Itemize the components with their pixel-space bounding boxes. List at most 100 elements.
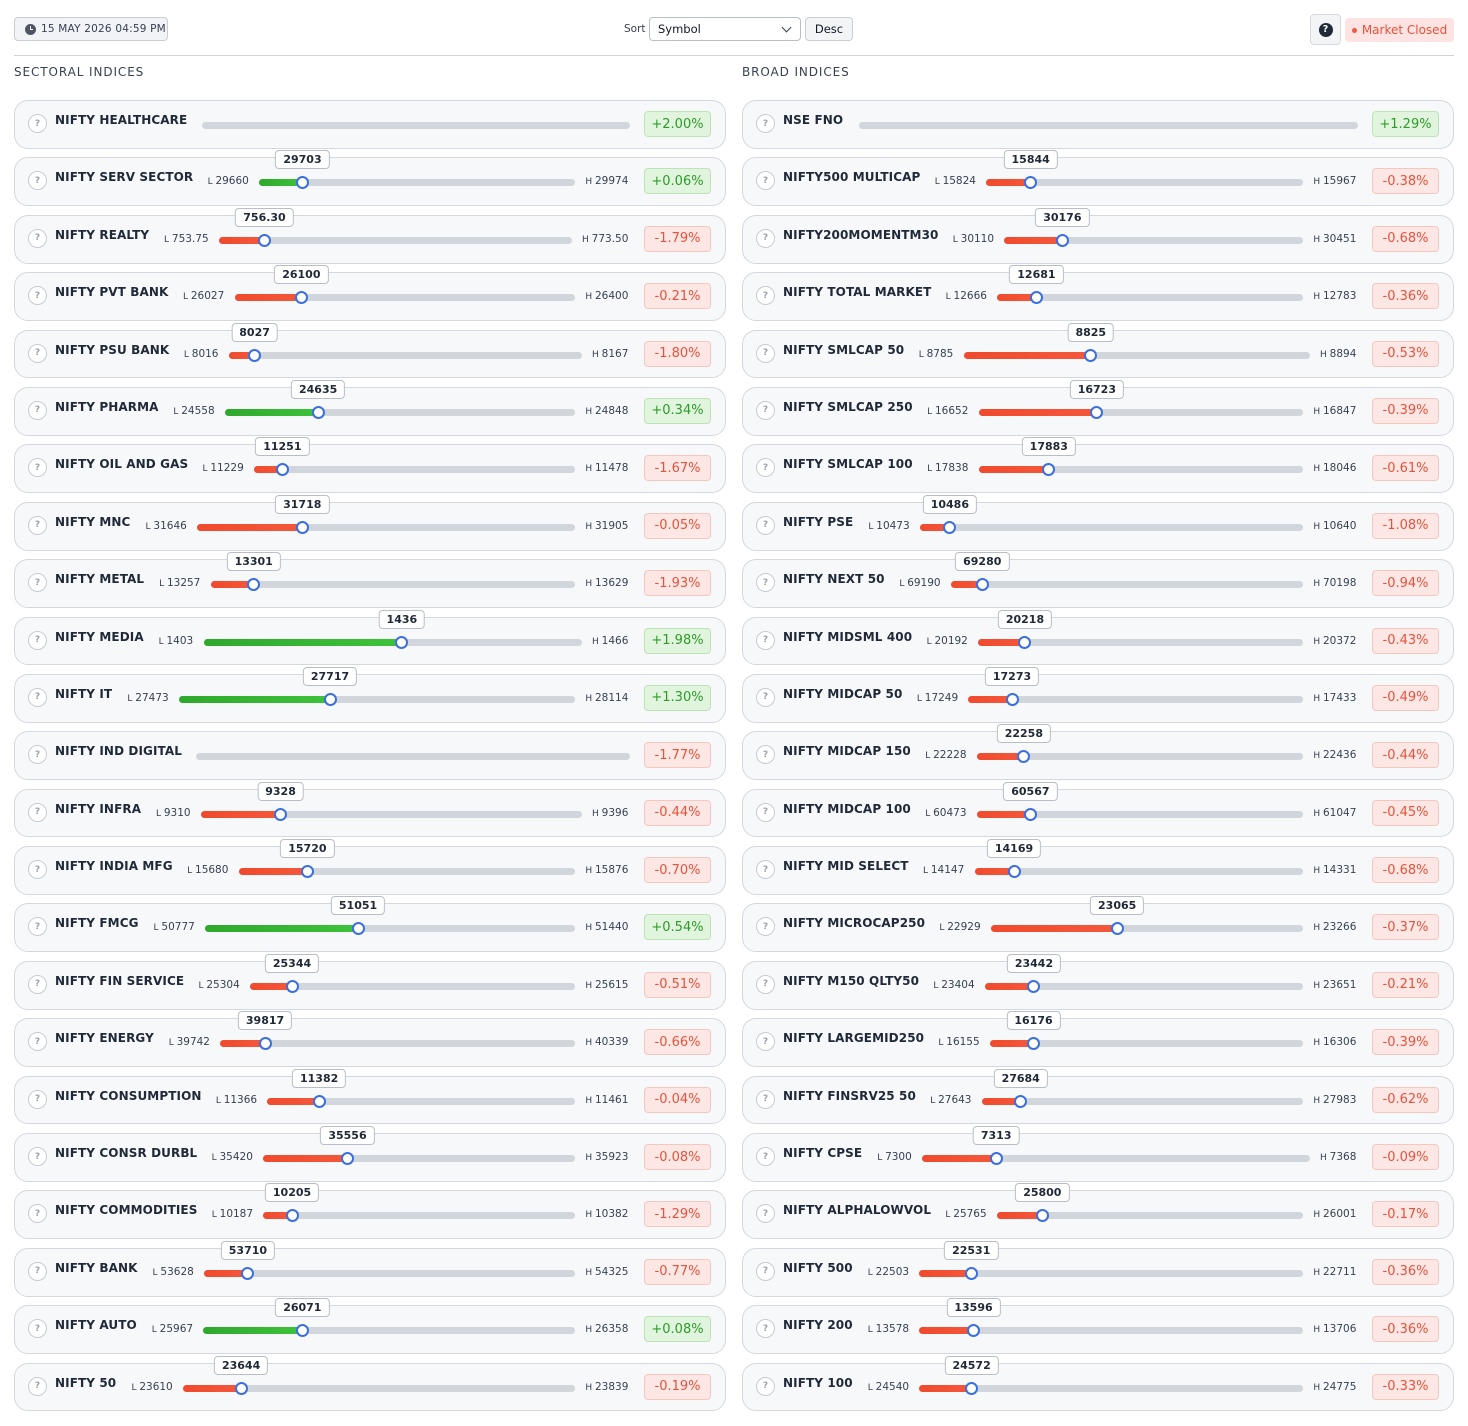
index-row[interactable]: ? NIFTY IT L 27473 H 28114 27717 +1.30% — [14, 666, 726, 723]
question-circle-icon[interactable]: ? — [28, 171, 47, 191]
index-row[interactable]: ? NIFTY 200 L 13578 H 13706 13596 -0.36% — [742, 1298, 1454, 1354]
index-row[interactable]: ? NIFTY REALTY L 753.75 H 773.50 756.30 -1.79… — [14, 207, 726, 264]
question-circle-icon[interactable]: ? — [28, 458, 47, 478]
question-circle-icon[interactable]: ? — [756, 802, 775, 822]
index-row[interactable]: ? NIFTY AUTO L 25967 H 26358 26071 +0.08% — [14, 1298, 726, 1354]
index-row[interactable]: ? NIFTY SMLCAP 50 L 8785 H 8894 8825 -0.53% — [742, 322, 1454, 379]
index-row[interactable]: ? NIFTY500 MULTICAP L 15824 H 15967 15844 -0.… — [742, 150, 1454, 207]
question-circle-icon[interactable]: ? — [756, 1204, 775, 1224]
index-row[interactable]: ? NIFTY CONSR DURBL L 35420 H 35923 35556 -0.… — [14, 1126, 726, 1182]
index-row[interactable]: ? NIFTY CPSE L 7300 H 7368 7313 -0.09% — [742, 1126, 1454, 1182]
index-row[interactable]: ? NIFTY ALPHALOWVOL L 25765 H 26001 25800 -0.… — [742, 1183, 1454, 1240]
index-row[interactable]: ? NIFTY PSU BANK L 8016 H 8167 8027 -1.80% — [14, 322, 726, 379]
index-row[interactable]: ? NIFTY MNC L 31646 H 31905 31718 -0.05% — [14, 494, 726, 551]
question-circle-icon[interactable]: ? — [756, 171, 775, 191]
index-row[interactable]: ? NIFTY 50 L 23610 H 23839 23644 -0.19% — [14, 1355, 726, 1412]
index-row[interactable]: ? NIFTY FMCG L 50777 H 51440 51051 +0.54% — [14, 896, 726, 953]
question-circle-icon[interactable]: ? — [28, 1261, 47, 1281]
question-circle-icon[interactable]: ? — [28, 745, 47, 765]
question-circle-icon[interactable]: ? — [756, 1032, 775, 1052]
index-row[interactable]: ? NIFTY LARGEMID250 L 16155 H 16306 16176 -0.… — [742, 1011, 1454, 1068]
question-circle-icon[interactable]: ? — [28, 860, 47, 880]
index-row[interactable]: ? NIFTY SERV SECTOR L 29660 H 29974 29703 +0.… — [14, 150, 726, 207]
question-circle-icon[interactable]: ? — [28, 1032, 47, 1052]
index-row[interactable]: ? NIFTY 500 L 22503 H 22711 22531 -0.36% — [742, 1240, 1454, 1297]
question-circle-icon[interactable]: ? — [756, 228, 775, 248]
question-circle-icon[interactable]: ? — [756, 1089, 775, 1109]
index-row[interactable]: ? NIFTY MICROCAP250 L 22929 H 23266 23065 -0.… — [742, 896, 1454, 953]
index-row[interactable]: ? NIFTY PHARMA L 24558 H 24848 24635 +0.34% — [14, 379, 726, 436]
question-circle-icon[interactable]: ? — [756, 630, 775, 650]
question-circle-icon[interactable]: ? — [756, 573, 775, 593]
index-row[interactable]: ? NIFTY 100 L 24540 H 24775 24572 -0.33% — [742, 1355, 1454, 1412]
index-row[interactable]: ? NIFTY M150 QLTY50 L 23404 H 23651 23442 -0.… — [742, 953, 1454, 1010]
question-circle-icon[interactable]: ? — [756, 917, 775, 937]
index-row[interactable]: ? NIFTY200MOMENTM30 L 30110 H 30451 30176 -0.… — [742, 207, 1454, 264]
question-circle-icon[interactable]: ? — [28, 917, 47, 937]
question-circle-icon[interactable]: ? — [28, 114, 47, 133]
question-circle-icon[interactable]: ? — [756, 860, 775, 880]
question-circle-icon[interactable]: ? — [28, 515, 47, 535]
index-row[interactable]: ? NIFTY IND DIGITAL -1.77% — [14, 731, 726, 781]
question-circle-icon[interactable]: ? — [28, 1376, 47, 1396]
question-circle-icon[interactable]: ? — [756, 687, 775, 707]
index-row[interactable]: ? NIFTY INFRA L 9310 H 9396 9328 -0.44% — [14, 781, 726, 838]
index-row[interactable]: ? NSE FNO +1.29% — [742, 100, 1454, 149]
index-row[interactable]: ? NIFTY OIL AND GAS L 11229 H 11478 11251 -1.… — [14, 437, 726, 494]
question-circle-icon[interactable]: ? — [756, 515, 775, 535]
question-circle-icon[interactable]: ? — [28, 974, 47, 994]
question-circle-icon[interactable]: ? — [28, 1204, 47, 1224]
index-row[interactable]: ? NIFTY HEALTHCARE +2.00% — [14, 100, 726, 149]
index-row[interactable]: ? NIFTY PSE L 10473 H 10640 10486 -1.08% — [742, 494, 1454, 551]
index-row[interactable]: ? NIFTY MIDCAP 100 L 60473 H 61047 60567 -0.4… — [742, 781, 1454, 838]
index-row[interactable]: ? NIFTY SMLCAP 100 L 17838 H 18046 17883 -0.6… — [742, 437, 1454, 494]
day-high-value: 29974 — [595, 175, 629, 188]
index-row[interactable]: ? NIFTY NEXT 50 L 69190 H 70198 69280 -0.94% — [742, 552, 1454, 608]
index-row[interactable]: ? NIFTY BANK L 53628 H 54325 53710 -0.77% — [14, 1240, 726, 1297]
question-circle-icon[interactable]: ? — [28, 286, 47, 306]
question-circle-icon[interactable]: ? — [28, 687, 47, 707]
index-row[interactable]: ? NIFTY FINSRV25 50 L 27643 H 27983 27684 -0.… — [742, 1068, 1454, 1125]
index-row[interactable]: ? NIFTY INDIA MFG L 15680 H 15876 15720 -0.70… — [14, 839, 726, 895]
question-circle-icon[interactable]: ? — [756, 745, 775, 765]
question-circle-icon[interactable]: ? — [28, 343, 47, 363]
question-circle-icon[interactable]: ? — [28, 630, 47, 650]
index-row[interactable]: ? NIFTY MIDCAP 50 L 17249 H 17433 17273 -0.49… — [742, 666, 1454, 723]
question-circle-icon[interactable]: ? — [756, 1319, 775, 1339]
question-circle-icon[interactable]: ? — [28, 802, 47, 822]
question-circle-icon[interactable]: ? — [756, 343, 775, 363]
help-button[interactable]: ? — [1310, 14, 1341, 45]
change-badge: -0.05% — [644, 512, 711, 539]
question-circle-icon[interactable]: ? — [28, 400, 47, 420]
question-circle-icon[interactable]: ? — [28, 1089, 47, 1109]
day-high-label: H 12783 — [1313, 290, 1357, 303]
index-row[interactable]: ? NIFTY CONSUMPTION L 11366 H 11461 11382 -0.… — [14, 1068, 726, 1125]
question-circle-icon[interactable]: ? — [28, 1147, 47, 1167]
index-row[interactable]: ? NIFTY METAL L 13257 H 13629 13301 -1.93% — [14, 552, 726, 608]
sort-order-button[interactable]: Desc — [805, 17, 853, 41]
question-circle-icon[interactable]: ? — [756, 974, 775, 994]
index-row[interactable]: ? NIFTY FIN SERVICE L 25304 H 25615 25344 -0.… — [14, 953, 726, 1010]
question-circle-icon[interactable]: ? — [28, 1319, 47, 1339]
index-row[interactable]: ? NIFTY MEDIA L 1403 H 1466 1436 +1.98% — [14, 609, 726, 666]
question-circle-icon[interactable]: ? — [28, 573, 47, 593]
index-row[interactable]: ? NIFTY ENERGY L 39742 H 40339 39817 -0.66% — [14, 1011, 726, 1068]
index-row[interactable]: ? NIFTY MIDCAP 150 L 22228 H 22436 22258 -0.4… — [742, 724, 1454, 781]
index-row[interactable]: ? NIFTY MID SELECT L 14147 H 14331 14169 -0.6… — [742, 839, 1454, 895]
day-high-label: H 16306 — [1313, 1036, 1357, 1049]
index-row[interactable]: ? NIFTY PVT BANK L 26027 H 26400 26100 -0.21% — [14, 265, 726, 321]
question-circle-icon[interactable]: ? — [756, 286, 775, 306]
question-circle-icon[interactable]: ? — [756, 458, 775, 478]
question-circle-icon[interactable]: ? — [28, 228, 47, 248]
question-circle-icon[interactable]: ? — [756, 114, 775, 133]
question-circle-icon[interactable]: ? — [756, 1147, 775, 1167]
index-row[interactable]: ? NIFTY COMMODITIES L 10187 H 10382 10205 -1.… — [14, 1183, 726, 1240]
day-low-label: L 15824 — [934, 175, 976, 188]
sort-select[interactable]: Symbol — [649, 17, 801, 41]
question-circle-icon[interactable]: ? — [756, 1376, 775, 1396]
index-row[interactable]: ? NIFTY TOTAL MARKET L 12666 H 12783 12681 -0… — [742, 265, 1454, 321]
index-row[interactable]: ? NIFTY MIDSML 400 L 20192 H 20372 20218 -0.4… — [742, 609, 1454, 666]
question-circle-icon[interactable]: ? — [756, 400, 775, 420]
index-row[interactable]: ? NIFTY SMLCAP 250 L 16652 H 16847 16723 -0.3… — [742, 379, 1454, 436]
question-circle-icon[interactable]: ? — [756, 1261, 775, 1281]
